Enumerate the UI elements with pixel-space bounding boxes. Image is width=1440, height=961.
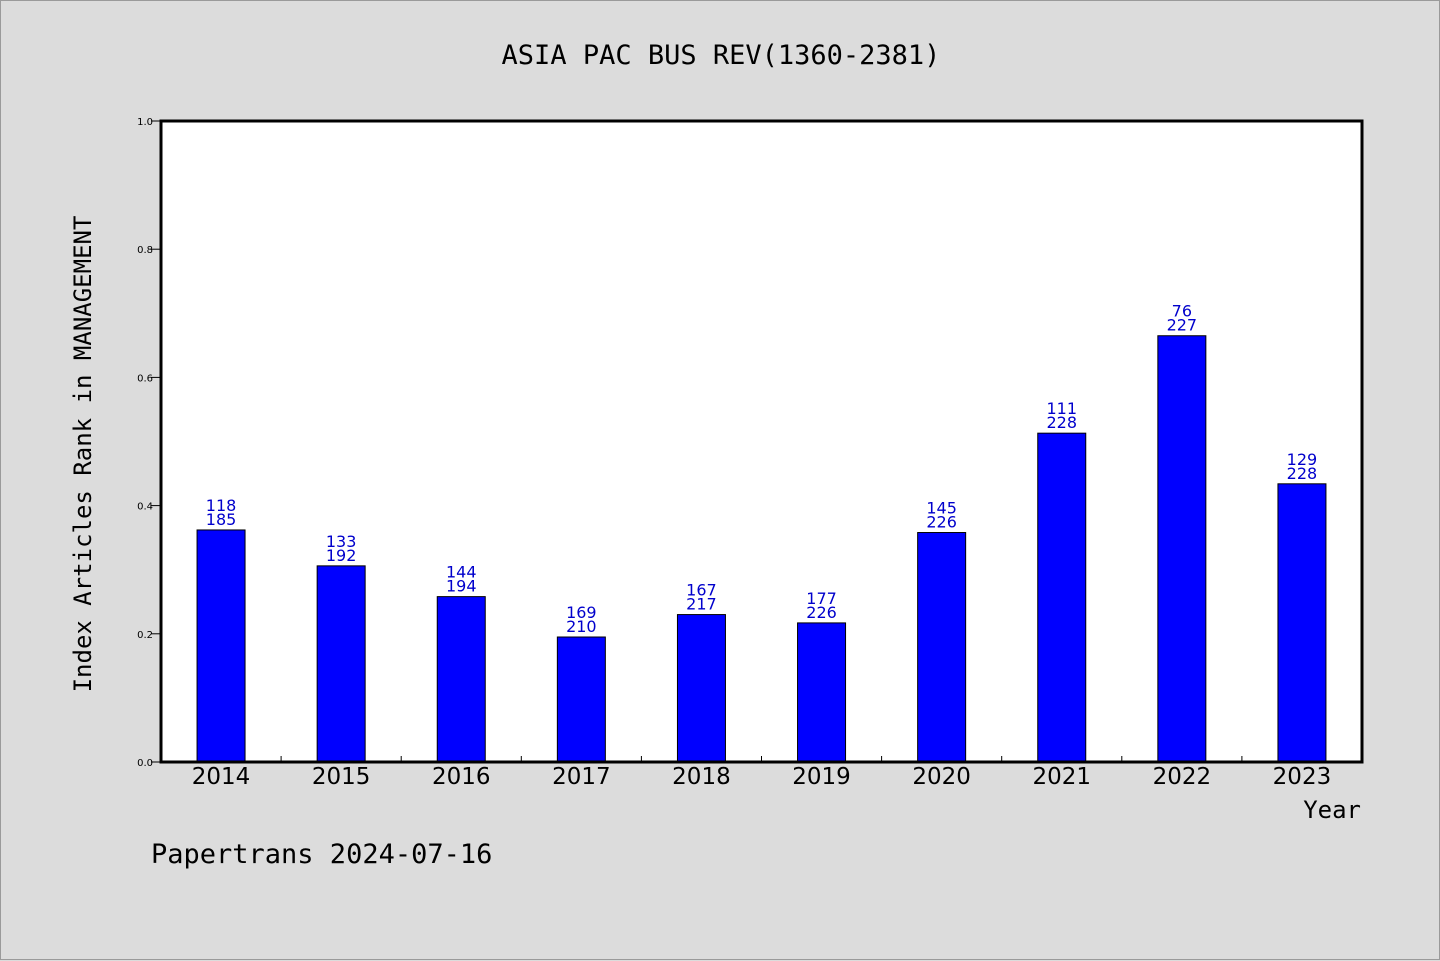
x-tick-label: 2020 xyxy=(912,764,971,790)
bar-2016 xyxy=(436,596,486,763)
x-tick-label: 2021 xyxy=(1032,764,1091,790)
y-axis-label: Index Articles Rank in MANAGEMENT xyxy=(69,216,97,693)
y-tick-label: 0.6 xyxy=(137,373,153,384)
y-tick-label: 0.0 xyxy=(137,758,153,769)
x-axis-label: Year xyxy=(1303,796,1361,824)
bar-2020 xyxy=(917,532,967,763)
x-tick-label: 2014 xyxy=(192,764,251,790)
bar-rank-label: 111 xyxy=(1046,399,1077,418)
bar-rank-label: 76 xyxy=(1172,302,1192,321)
y-tick-label: 0.4 xyxy=(137,502,153,513)
bar-rank-label: 133 xyxy=(326,532,357,551)
bar-2018 xyxy=(676,614,726,763)
x-tick-label: 2018 xyxy=(672,764,731,790)
bars-layer xyxy=(196,335,1327,763)
x-axis: 2014 2015 2016 2017 2018 2019 2020 2021 2022 2023 xyxy=(192,756,1331,790)
bar-2017 xyxy=(556,636,606,763)
bar-2014 xyxy=(196,529,246,763)
bar-rank-label: 167 xyxy=(686,581,717,600)
y-axis: 0.0 0.2 0.4 0.6 0.8 1.0 xyxy=(137,117,161,769)
bar-total-label: 228 xyxy=(1287,464,1318,483)
bar-total-label: 228 xyxy=(1046,413,1077,432)
bar-rank-label: 177 xyxy=(806,589,837,608)
bar-2023 xyxy=(1277,483,1327,763)
x-tick-label: 2017 xyxy=(552,764,611,790)
bar-2021 xyxy=(1037,432,1087,763)
bar-total-label: 226 xyxy=(806,603,837,622)
bar-total-label: 227 xyxy=(1167,316,1198,335)
footer-text: Papertrans 2024-07-16 xyxy=(151,839,492,870)
bar-total-label: 226 xyxy=(926,513,957,532)
bar-total-label: 217 xyxy=(686,595,717,614)
bar-total-label: 194 xyxy=(446,577,477,596)
x-tick-label: 2023 xyxy=(1273,764,1332,790)
bar-total-label: 192 xyxy=(326,546,357,565)
x-tick-label: 2022 xyxy=(1153,764,1212,790)
bar-rank-label: 118 xyxy=(206,496,237,515)
y-tick-label: 0.2 xyxy=(137,630,153,641)
chart-title: ASIA PAC BUS REV(1360-2381) xyxy=(502,40,941,71)
bar-total-label: 185 xyxy=(206,510,237,529)
bar-2022 xyxy=(1157,335,1207,763)
bar-2019 xyxy=(797,622,847,763)
bar-rank-label: 144 xyxy=(446,563,477,582)
y-tick-label: 0.8 xyxy=(137,245,153,256)
plot-border xyxy=(159,119,1364,764)
x-tick-label: 2016 xyxy=(432,764,491,790)
bar-total-label: 210 xyxy=(566,617,597,636)
bar-rank-label: 145 xyxy=(926,499,957,518)
bar-rank-label: 169 xyxy=(566,603,597,622)
x-tick-label: 2019 xyxy=(792,764,851,790)
y-tick-label: 1.0 xyxy=(137,117,153,128)
bar-rank-label: 129 xyxy=(1287,450,1318,469)
x-tick-label: 2015 xyxy=(312,764,371,790)
bar-2015 xyxy=(316,565,366,763)
